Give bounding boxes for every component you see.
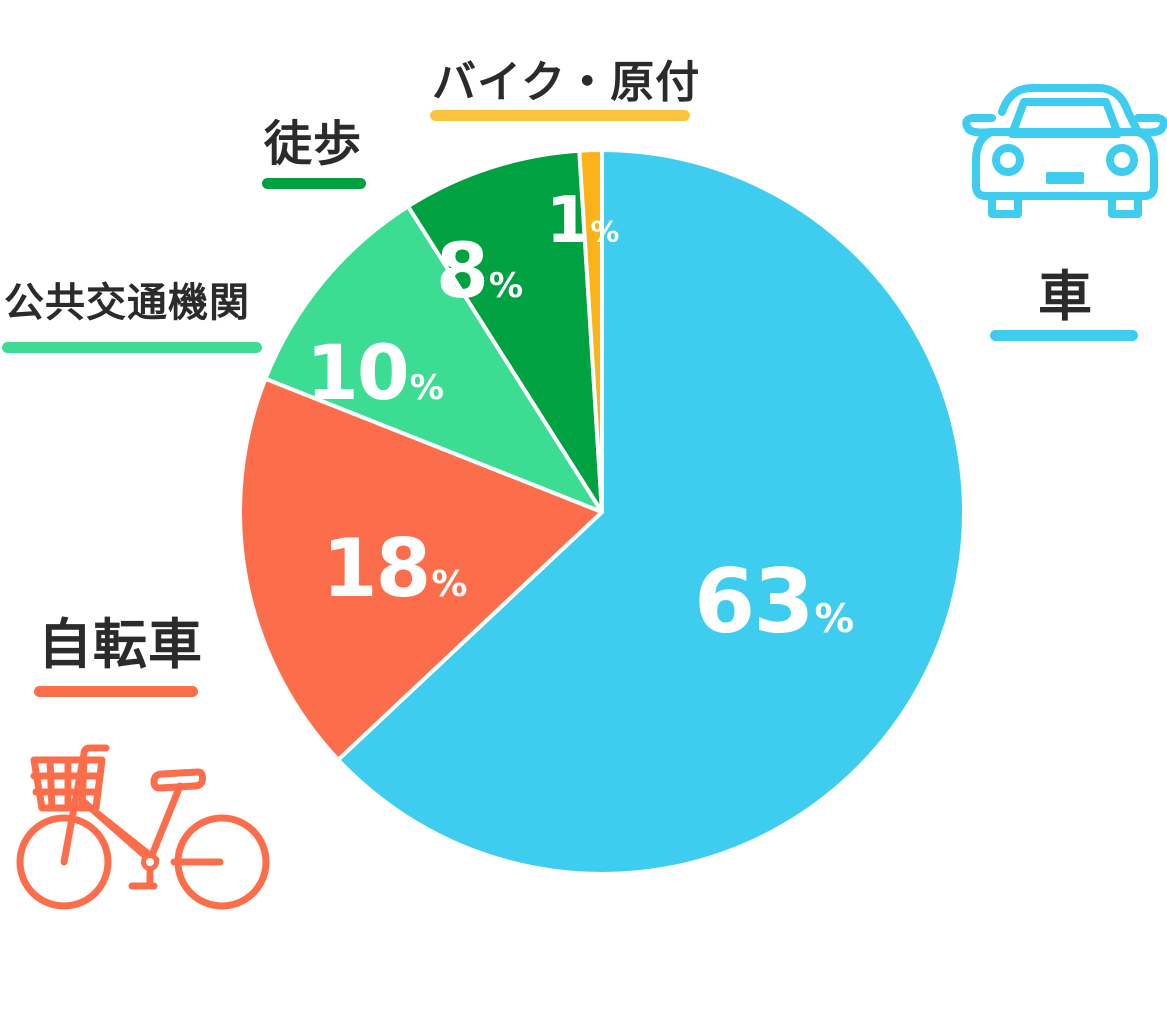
category-underline-bicycle <box>34 686 198 697</box>
slice-value-public-transit: 10 <box>306 328 410 417</box>
slice-pct-public-transit: % <box>409 368 445 408</box>
slice-value-car: 63 <box>694 550 814 653</box>
slice-pct-bicycle: % <box>431 564 468 605</box>
slice-value-label-motorbike: 1% <box>546 184 619 258</box>
slice-value-label-bicycle: 18% <box>322 522 467 615</box>
slice-value-label-walking: 8% <box>436 226 523 315</box>
category-underline-walking <box>262 178 366 189</box>
category-underline-car <box>990 330 1138 341</box>
pie-slice-car <box>336 148 966 876</box>
slice-value-walking: 8 <box>436 226 489 315</box>
car-icon <box>962 84 1167 218</box>
slice-value-motorbike: 1 <box>546 184 591 258</box>
category-underline-motorbike <box>430 110 690 121</box>
slice-pct-motorbike: % <box>590 215 620 249</box>
category-underline-public-transit <box>2 342 262 353</box>
slice-value-label-car: 63% <box>694 550 854 653</box>
category-label-walking: 徒歩 <box>264 116 363 172</box>
category-label-motorbike: バイク・原付 <box>432 57 701 108</box>
pie-slice-bicycle <box>238 376 604 762</box>
category-label-bicycle: 自転車 <box>38 613 203 676</box>
slice-pct-car: % <box>814 596 855 642</box>
slice-pct-walking: % <box>488 266 524 306</box>
category-label-car: 車 <box>1038 265 1093 328</box>
pie-slice-motorbike <box>577 148 604 514</box>
bicycle-icon <box>16 744 270 910</box>
slice-value-bicycle: 18 <box>322 522 431 615</box>
pie-slice-walking <box>406 148 604 514</box>
slice-value-label-public-transit: 10% <box>306 328 444 417</box>
category-label-public-transit: 公共交通機関 <box>4 280 250 326</box>
pie-slice-public-transit <box>263 204 604 514</box>
